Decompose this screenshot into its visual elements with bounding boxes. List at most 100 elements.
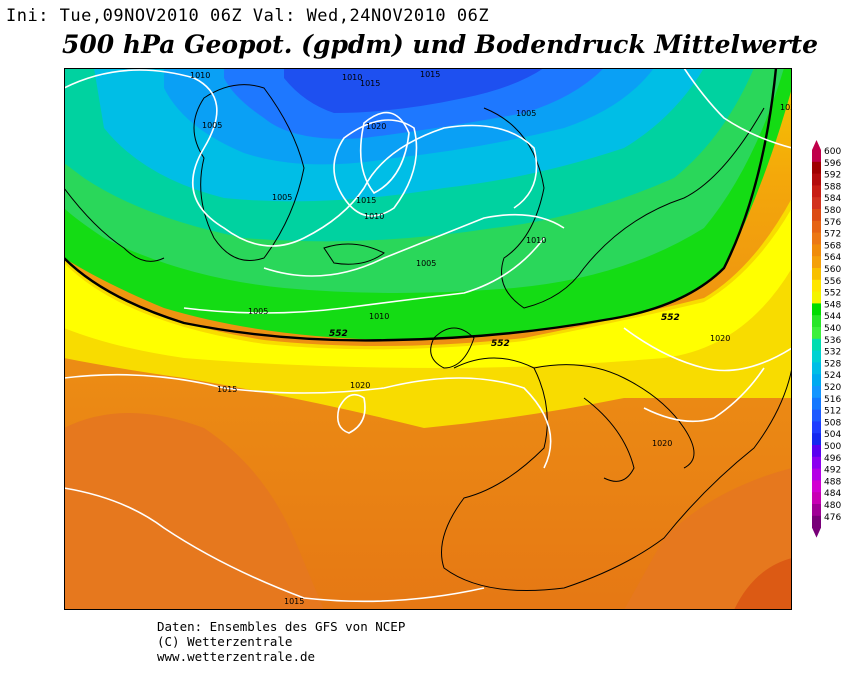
legend-swatch: [812, 173, 821, 186]
legend-level-label: 552: [824, 289, 841, 299]
legend-level-label: 544: [824, 312, 841, 322]
isobar-label: 1005: [516, 109, 536, 118]
isobar-label: 1005: [202, 121, 222, 130]
init-valid-line: Ini: Tue,09NOV2010 06Z Val: Wed,24NOV201…: [6, 6, 490, 26]
isobar-label: 1010: [526, 236, 546, 245]
isobar-label: 1015: [217, 385, 237, 394]
legend-level-label: 596: [824, 159, 841, 169]
legend-arrow-bottom: [812, 527, 821, 538]
legend-swatch: [812, 421, 821, 434]
isobar-label: 1010: [369, 312, 389, 321]
legend-swatch: [812, 492, 821, 505]
legend-level-label: 528: [824, 359, 841, 369]
contour-label: 552: [491, 339, 510, 349]
height-band-572-sw: [64, 413, 324, 610]
legend-level-label: 516: [824, 395, 841, 405]
isobar-label: 1015: [356, 196, 376, 205]
legend-level-label: 488: [824, 477, 841, 487]
height-band-560: [64, 198, 792, 428]
legend-swatch: [812, 161, 821, 175]
legend-level-label: 556: [824, 277, 841, 287]
legend-swatch: [812, 504, 821, 517]
legend-level-label: 496: [824, 454, 841, 464]
map-border: [64, 68, 792, 610]
height-band-556: [64, 208, 792, 368]
height-band-572-se: [624, 468, 792, 610]
legend-swatch: [812, 445, 821, 458]
legend-level-label: 576: [824, 218, 841, 228]
legend-level-label: 536: [824, 336, 841, 346]
contour-label: 552: [329, 329, 348, 339]
isobar-label: 1010: [364, 212, 384, 221]
isobar-label: 103: [780, 103, 792, 112]
legend-level-label: 572: [824, 230, 841, 240]
legend-level-label: 584: [824, 194, 841, 204]
legend-level-label: 476: [824, 513, 841, 523]
legend-level-label: 500: [824, 442, 841, 452]
legend-swatch: [812, 268, 821, 281]
isobar-label: 1010: [342, 73, 362, 82]
legend-level-label: 492: [824, 466, 841, 476]
legend-swatch: [812, 232, 821, 245]
legend-swatch: [812, 327, 821, 340]
contour-552: [64, 68, 778, 342]
legend-level-label: 480: [824, 501, 841, 511]
legend-level-label: 568: [824, 241, 841, 251]
legend-swatch: [812, 374, 821, 387]
legend-swatch: [812, 338, 821, 352]
legend-level-label: 540: [824, 324, 841, 334]
legend-swatch: [812, 386, 821, 399]
legend-arrow-top: [812, 140, 821, 150]
legend-swatch: [812, 150, 821, 163]
legend-swatch: [812, 256, 821, 269]
footer-copyright: (C) Wetterzentrale: [157, 634, 293, 649]
isobar-label: 1010: [190, 71, 210, 80]
footer-data-source: Daten: Ensembles des GFS von NCEP: [157, 619, 406, 634]
legend-swatch: [812, 315, 821, 328]
legend-level-label: 508: [824, 418, 841, 428]
isobar-label: 1020: [652, 439, 672, 448]
legend-swatch: [812, 291, 821, 304]
legend-swatch: [812, 244, 821, 257]
isobar-label: 1015: [420, 70, 440, 79]
legend-level-label: 484: [824, 489, 841, 499]
coastlines: [64, 84, 792, 591]
data-source-footer: Daten: Ensembles des GFS von NCEP (C) We…: [157, 619, 405, 664]
legend-swatch: [812, 279, 821, 293]
isobar-label: 1005: [272, 193, 292, 202]
legend-level-label: 580: [824, 206, 841, 216]
legend-swatch: [812, 362, 821, 375]
legend-swatch: [812, 303, 821, 316]
legend-swatch: [812, 350, 821, 363]
height-band-576-se: [734, 558, 792, 610]
isobars: [64, 68, 792, 603]
isobar-label: 1015: [360, 79, 380, 88]
legend-swatch: [812, 515, 821, 529]
legend-level-label: 548: [824, 300, 841, 310]
legend-swatch: [812, 409, 821, 422]
legend-level-label: 560: [824, 265, 841, 275]
legend-level-label: 588: [824, 182, 841, 192]
legend-level-label: 512: [824, 407, 841, 417]
legend-swatch: [812, 456, 821, 470]
isobar-label: 1005: [416, 259, 436, 268]
legend-level-label: 504: [824, 430, 841, 440]
legend-level-label: 600: [824, 147, 841, 157]
legend-swatch: [812, 433, 821, 446]
legend-level-label: 520: [824, 383, 841, 393]
legend-swatch: [812, 397, 821, 411]
legend-level-label: 524: [824, 371, 841, 381]
legend-level-label: 532: [824, 348, 841, 358]
height-band-504: [284, 68, 544, 113]
isobar-label: 1015: [284, 597, 304, 606]
isobar-label: 1020: [710, 334, 730, 343]
legend-swatch: [812, 185, 821, 198]
isobar-label: 1020: [366, 122, 386, 131]
map-title: 500 hPa Geopot. (gpdm) und Bodendruck Mi…: [62, 30, 819, 59]
legend-swatch: [812, 220, 821, 234]
isobar-label: 1020: [350, 381, 370, 390]
legend-swatch: [812, 197, 821, 210]
legend-swatch: [812, 480, 821, 493]
footer-website: www.wetterzentrale.de: [157, 649, 316, 664]
isobar-label: 1005: [248, 307, 268, 316]
